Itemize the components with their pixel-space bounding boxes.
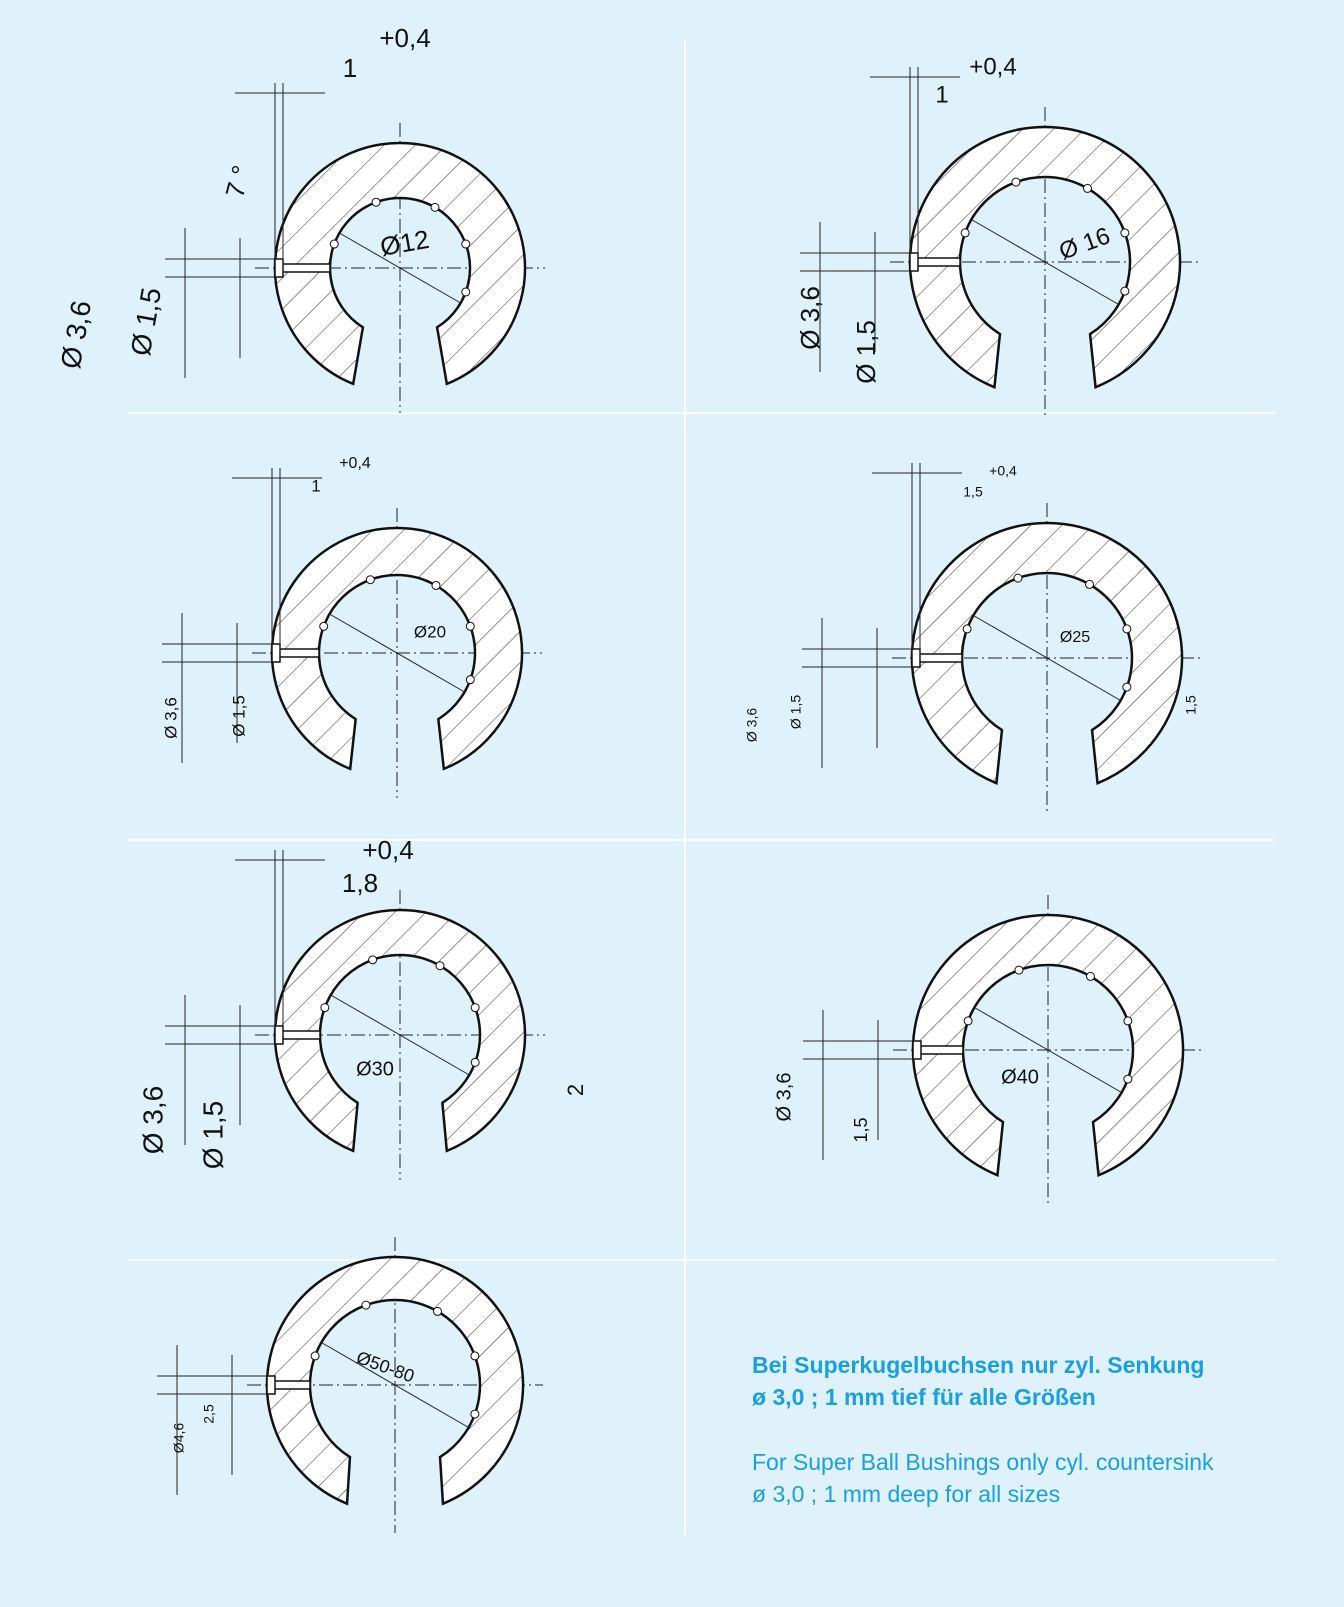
- dimension-label: 1: [935, 81, 948, 108]
- ball-groove: [466, 622, 474, 630]
- ball-groove: [311, 1352, 319, 1360]
- ball-groove: [1084, 184, 1092, 192]
- ball-groove: [1014, 574, 1022, 582]
- ball-groove: [330, 240, 338, 248]
- drawing-sheet: Bei Superkugelbuchsen nur zyl. Senkung ø…: [0, 0, 1344, 1607]
- dimension-label: Ø 3,6: [744, 708, 760, 742]
- ball-groove: [1124, 1017, 1132, 1025]
- note-de: ø 3,0 ; 1 mm tief für alle Größen: [752, 1384, 1096, 1410]
- dimension-label: Ø 1,5: [788, 695, 804, 729]
- ball-groove: [1123, 683, 1131, 691]
- dimension-label: 1,5: [851, 1117, 871, 1142]
- ball-groove: [1121, 229, 1129, 237]
- note-de: Bei Superkugelbuchsen nur zyl. Senkung: [752, 1352, 1204, 1378]
- ball-groove: [961, 229, 969, 237]
- ball-groove: [320, 622, 328, 630]
- dimension-label: 1,5: [1183, 695, 1199, 715]
- countersink: [275, 259, 283, 277]
- ball-groove: [1012, 178, 1020, 186]
- ball-groove: [369, 956, 377, 964]
- countersink: [912, 649, 920, 667]
- dimension-label: 1: [343, 53, 357, 83]
- ball-groove: [471, 1352, 479, 1360]
- ball-groove: [471, 1410, 479, 1418]
- dimension-label: Ø40: [1001, 1066, 1039, 1088]
- ball-groove: [436, 962, 444, 970]
- dimension-label: 1: [311, 476, 320, 495]
- dimension-label: Ø4,6: [171, 1423, 187, 1454]
- dimension-label: Ø 3,6: [795, 286, 825, 350]
- ball-groove: [1086, 580, 1094, 588]
- ball-groove: [471, 1058, 479, 1066]
- dimension-label: Ø 1,5: [851, 320, 881, 384]
- dimension-label: 1,8: [342, 868, 378, 898]
- ball-groove: [372, 198, 380, 206]
- countersink: [267, 1376, 275, 1394]
- countersink: [913, 1041, 921, 1059]
- ball-groove: [432, 581, 440, 589]
- dimension-label: Ø25: [1060, 629, 1090, 646]
- dimension-label: +0,4: [989, 463, 1017, 479]
- note-en: For Super Ball Bushings only cyl. counte…: [752, 1449, 1214, 1475]
- dimension-label: Ø30: [356, 1058, 394, 1080]
- dimension-label: +0,4: [362, 835, 413, 865]
- ball-groove: [963, 625, 971, 633]
- countersink: [275, 1026, 283, 1044]
- countersink: [910, 253, 918, 271]
- ball-groove: [1121, 287, 1129, 295]
- ball-groove: [462, 240, 470, 248]
- ball-groove: [471, 1004, 479, 1012]
- ball-groove: [362, 1301, 370, 1309]
- ball-groove: [1123, 625, 1131, 633]
- dimension-label: Ø 3,6: [773, 1073, 795, 1122]
- dimension-label: +0,4: [969, 53, 1016, 80]
- dimension-label: Ø20: [414, 622, 446, 641]
- dimension-label: Ø 3,6: [137, 1086, 168, 1154]
- ball-groove: [431, 203, 439, 211]
- ball-groove: [321, 1004, 329, 1012]
- ball-groove: [1015, 966, 1023, 974]
- ball-groove: [964, 1017, 972, 1025]
- dimension-label: +0,4: [339, 455, 371, 472]
- dimension-label: 1,5: [963, 484, 983, 500]
- ball-groove: [366, 576, 374, 584]
- ball-groove: [1124, 1075, 1132, 1083]
- dimension-label: Ø 1,5: [197, 1101, 228, 1169]
- dimension-label: 2,5: [201, 1404, 217, 1424]
- note-en: ø 3,0 ; 1 mm deep for all sizes: [752, 1481, 1060, 1507]
- ball-groove: [462, 288, 470, 296]
- countersink: [272, 644, 280, 662]
- ball-groove: [466, 676, 474, 684]
- ball-groove: [1087, 972, 1095, 980]
- dimension-label: +0,4: [379, 23, 430, 53]
- dimension-label: Ø 1,5: [229, 695, 248, 737]
- dimension-label: 2: [563, 1084, 588, 1096]
- ball-groove: [434, 1307, 442, 1315]
- dimension-label: Ø 3,6: [161, 697, 180, 739]
